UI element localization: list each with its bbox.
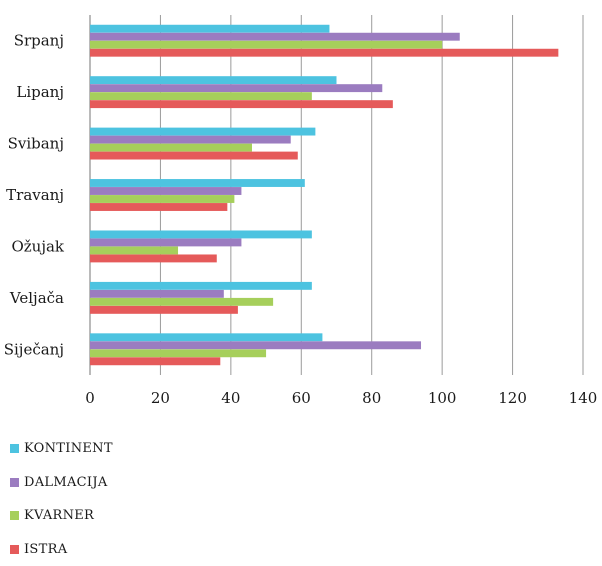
bar-kvarner-5 — [90, 298, 273, 306]
x-tick-label: 20 — [151, 389, 170, 407]
bar-istra-3 — [90, 203, 227, 211]
legend-label: DALMACIJA — [24, 475, 108, 490]
category-label: Ožujak — [11, 237, 64, 255]
x-tick-label: 80 — [362, 389, 381, 407]
x-tick-label: 100 — [428, 389, 457, 407]
bar-kontinent-5 — [90, 282, 312, 290]
bar-dalmacija-0 — [90, 33, 460, 41]
bar-kvarner-1 — [90, 92, 312, 100]
bar-dalmacija-1 — [90, 84, 382, 92]
category-label: Lipanj — [16, 83, 64, 101]
bar-kontinent-6 — [90, 333, 322, 341]
bar-dalmacija-5 — [90, 290, 224, 298]
category-labels: Srpanj Lipanj Svibanj Travanj Ožujak Veljača S… — [4, 32, 65, 359]
bar-chart: Srpanj Lipanj Svibanj Travanj Ožujak Veljača S… — [0, 0, 602, 430]
x-tick-label: 120 — [498, 389, 527, 407]
bar-istra-1 — [90, 100, 393, 108]
bar-istra-6 — [90, 357, 220, 365]
bar-istra-0 — [90, 49, 558, 57]
bar-kontinent-2 — [90, 128, 315, 136]
bar-kvarner-3 — [90, 195, 234, 203]
bar-kontinent-1 — [90, 76, 337, 84]
bar-dalmacija-4 — [90, 238, 241, 246]
legend-label: ISTRA — [24, 542, 67, 557]
x-tick-label: 0 — [85, 389, 95, 407]
grid-lines — [90, 15, 583, 375]
category-label: Siječanj — [4, 340, 64, 358]
bar-kvarner-6 — [90, 349, 266, 357]
bar-kontinent-3 — [90, 179, 305, 187]
x-tick-label: 40 — [221, 389, 240, 407]
legend-item-dalmacija: DALMACIJA — [10, 466, 113, 500]
bar-kontinent-0 — [90, 25, 329, 33]
category-label: Svibanj — [8, 135, 64, 153]
bar-istra-5 — [90, 306, 238, 314]
x-tick-label: 140 — [569, 389, 598, 407]
legend-swatch — [10, 545, 19, 554]
bar-dalmacija-6 — [90, 341, 421, 349]
legend-label: KVARNER — [24, 508, 94, 523]
x-tick-label: 60 — [292, 389, 311, 407]
legend: KONTINENT DALMACIJA KVARNER ISTRA — [10, 432, 113, 566]
legend-item-kontinent: KONTINENT — [10, 432, 113, 466]
bar-kvarner-2 — [90, 144, 252, 152]
legend-swatch — [10, 444, 19, 453]
bar-dalmacija-3 — [90, 187, 241, 195]
category-label: Veljača — [9, 289, 64, 307]
bar-kvarner-0 — [90, 41, 442, 49]
category-label: Srpanj — [14, 32, 64, 50]
bar-dalmacija-2 — [90, 136, 291, 144]
legend-item-istra: ISTRA — [10, 533, 113, 566]
bar-istra-4 — [90, 254, 217, 262]
bar-kontinent-4 — [90, 230, 312, 238]
x-axis-tick-labels: 0 20 40 60 80 100 120 140 — [85, 389, 597, 407]
bar-kvarner-4 — [90, 246, 178, 254]
legend-label: KONTINENT — [24, 441, 113, 456]
bar-istra-2 — [90, 152, 298, 160]
legend-item-kvarner: KVARNER — [10, 499, 113, 533]
legend-swatch — [10, 478, 19, 487]
legend-swatch — [10, 511, 19, 520]
category-label: Travanj — [6, 186, 64, 204]
